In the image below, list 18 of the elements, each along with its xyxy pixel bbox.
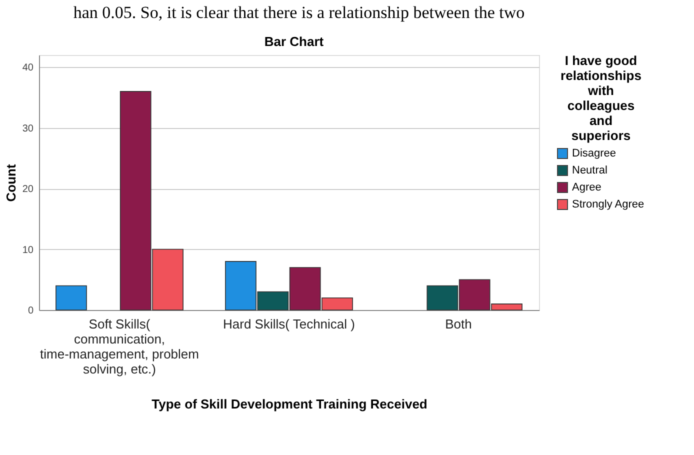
y-tick-label: 40 <box>22 62 34 74</box>
x-tick-label: Soft Skills( communication, time-management, problem solving, etc.) <box>40 316 199 376</box>
x-axis-title: Type of Skill Development Training Received <box>152 396 428 412</box>
x-tick-label: Hard Skills( Technical ) <box>223 316 355 332</box>
bar <box>56 285 87 310</box>
y-tick-label: 0 <box>28 306 34 316</box>
y-axis-title: Count <box>3 164 18 202</box>
y-tick-label: 10 <box>22 244 34 256</box>
legend-label: Neutral <box>572 164 608 176</box>
chart-title: Bar Chart <box>264 34 324 49</box>
legend-label: Strongly Agree <box>572 198 644 210</box>
legend-title: I have good relationships with colleagues and superiors <box>560 53 642 143</box>
y-tick-label: 20 <box>22 184 34 196</box>
legend-label: Agree <box>572 182 602 194</box>
legend-label: Disagree <box>572 148 616 160</box>
text: han 0.05. So, it is clear that there is a relationship between the two <box>73 3 525 22</box>
x-tick-label: Both <box>445 316 472 332</box>
y-tick-label: 30 <box>22 123 34 134</box>
